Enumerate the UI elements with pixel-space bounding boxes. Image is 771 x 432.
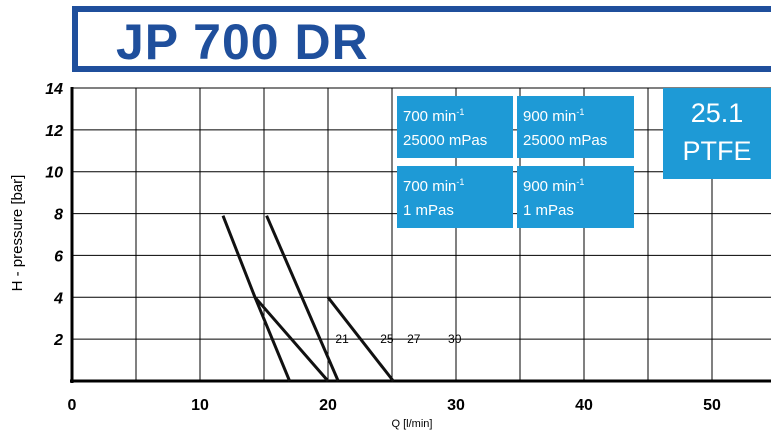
title-banner: JP 700 DR <box>72 6 771 72</box>
legend-speed: 900 min-1 <box>523 177 585 196</box>
x-tick-label: 30 <box>447 397 465 414</box>
annotation-label: 21 <box>335 332 349 346</box>
series-line-2 <box>253 296 291 382</box>
legend-box-900-25000: 900 min-1 25000 mPas <box>517 96 634 158</box>
legend-viscosity: 25000 mPas <box>403 132 488 149</box>
badge-model: 25.1 <box>690 98 744 128</box>
material-badge: 25.1 PTFE <box>663 88 771 179</box>
x-tick-label: 0 <box>68 397 77 414</box>
series-line-3 <box>265 215 340 382</box>
y-tick-label: 6 <box>54 248 63 265</box>
legend-speed: 900 min-1 <box>523 107 585 126</box>
chart-series <box>221 215 395 382</box>
chart-annotations: 21 25 27 30 <box>335 332 461 346</box>
annotation-label: 25 <box>380 332 394 346</box>
legend-viscosity: 1 mPas <box>403 202 454 219</box>
legend-speed: 700 min-1 <box>403 107 465 126</box>
page-title: JP 700 DR <box>116 14 369 70</box>
x-tick-label: 40 <box>575 397 593 414</box>
y-tick-label: 10 <box>45 165 63 182</box>
y-tick-label: 12 <box>45 123 63 140</box>
legend-viscosity: 1 mPas <box>523 202 574 219</box>
y-axis-label: H - pressure [bar] <box>9 175 26 292</box>
legend-box-700-25000: 700 min-1 25000 mPas <box>397 96 513 158</box>
x-tick-label: 50 <box>703 397 721 414</box>
chart-grid <box>70 87 771 383</box>
series-line-4 <box>326 296 395 382</box>
legend-viscosity: 25000 mPas <box>523 132 608 149</box>
legend-speed: 700 min-1 <box>403 177 465 196</box>
annotation-label: 30 <box>448 332 462 346</box>
badge-material: PTFE <box>682 136 752 166</box>
x-tick-label: 10 <box>191 397 209 414</box>
x-axis-label: Q [l/min] <box>392 418 433 430</box>
y-tick-label: 14 <box>45 81 63 98</box>
chart-ticks: 0 10 20 30 40 50 2 4 6 8 10 12 14 <box>45 81 721 414</box>
series-line-1 <box>221 215 330 382</box>
legend-box-900-1: 900 min-1 1 mPas <box>517 166 634 228</box>
y-tick-label: 8 <box>54 207 63 224</box>
annotation-label: 27 <box>407 332 421 346</box>
y-tick-label: 2 <box>53 332 63 349</box>
y-tick-label: 4 <box>53 290 63 307</box>
x-tick-label: 20 <box>319 397 337 414</box>
legend-box-700-1: 700 min-1 1 mPas <box>397 166 513 228</box>
